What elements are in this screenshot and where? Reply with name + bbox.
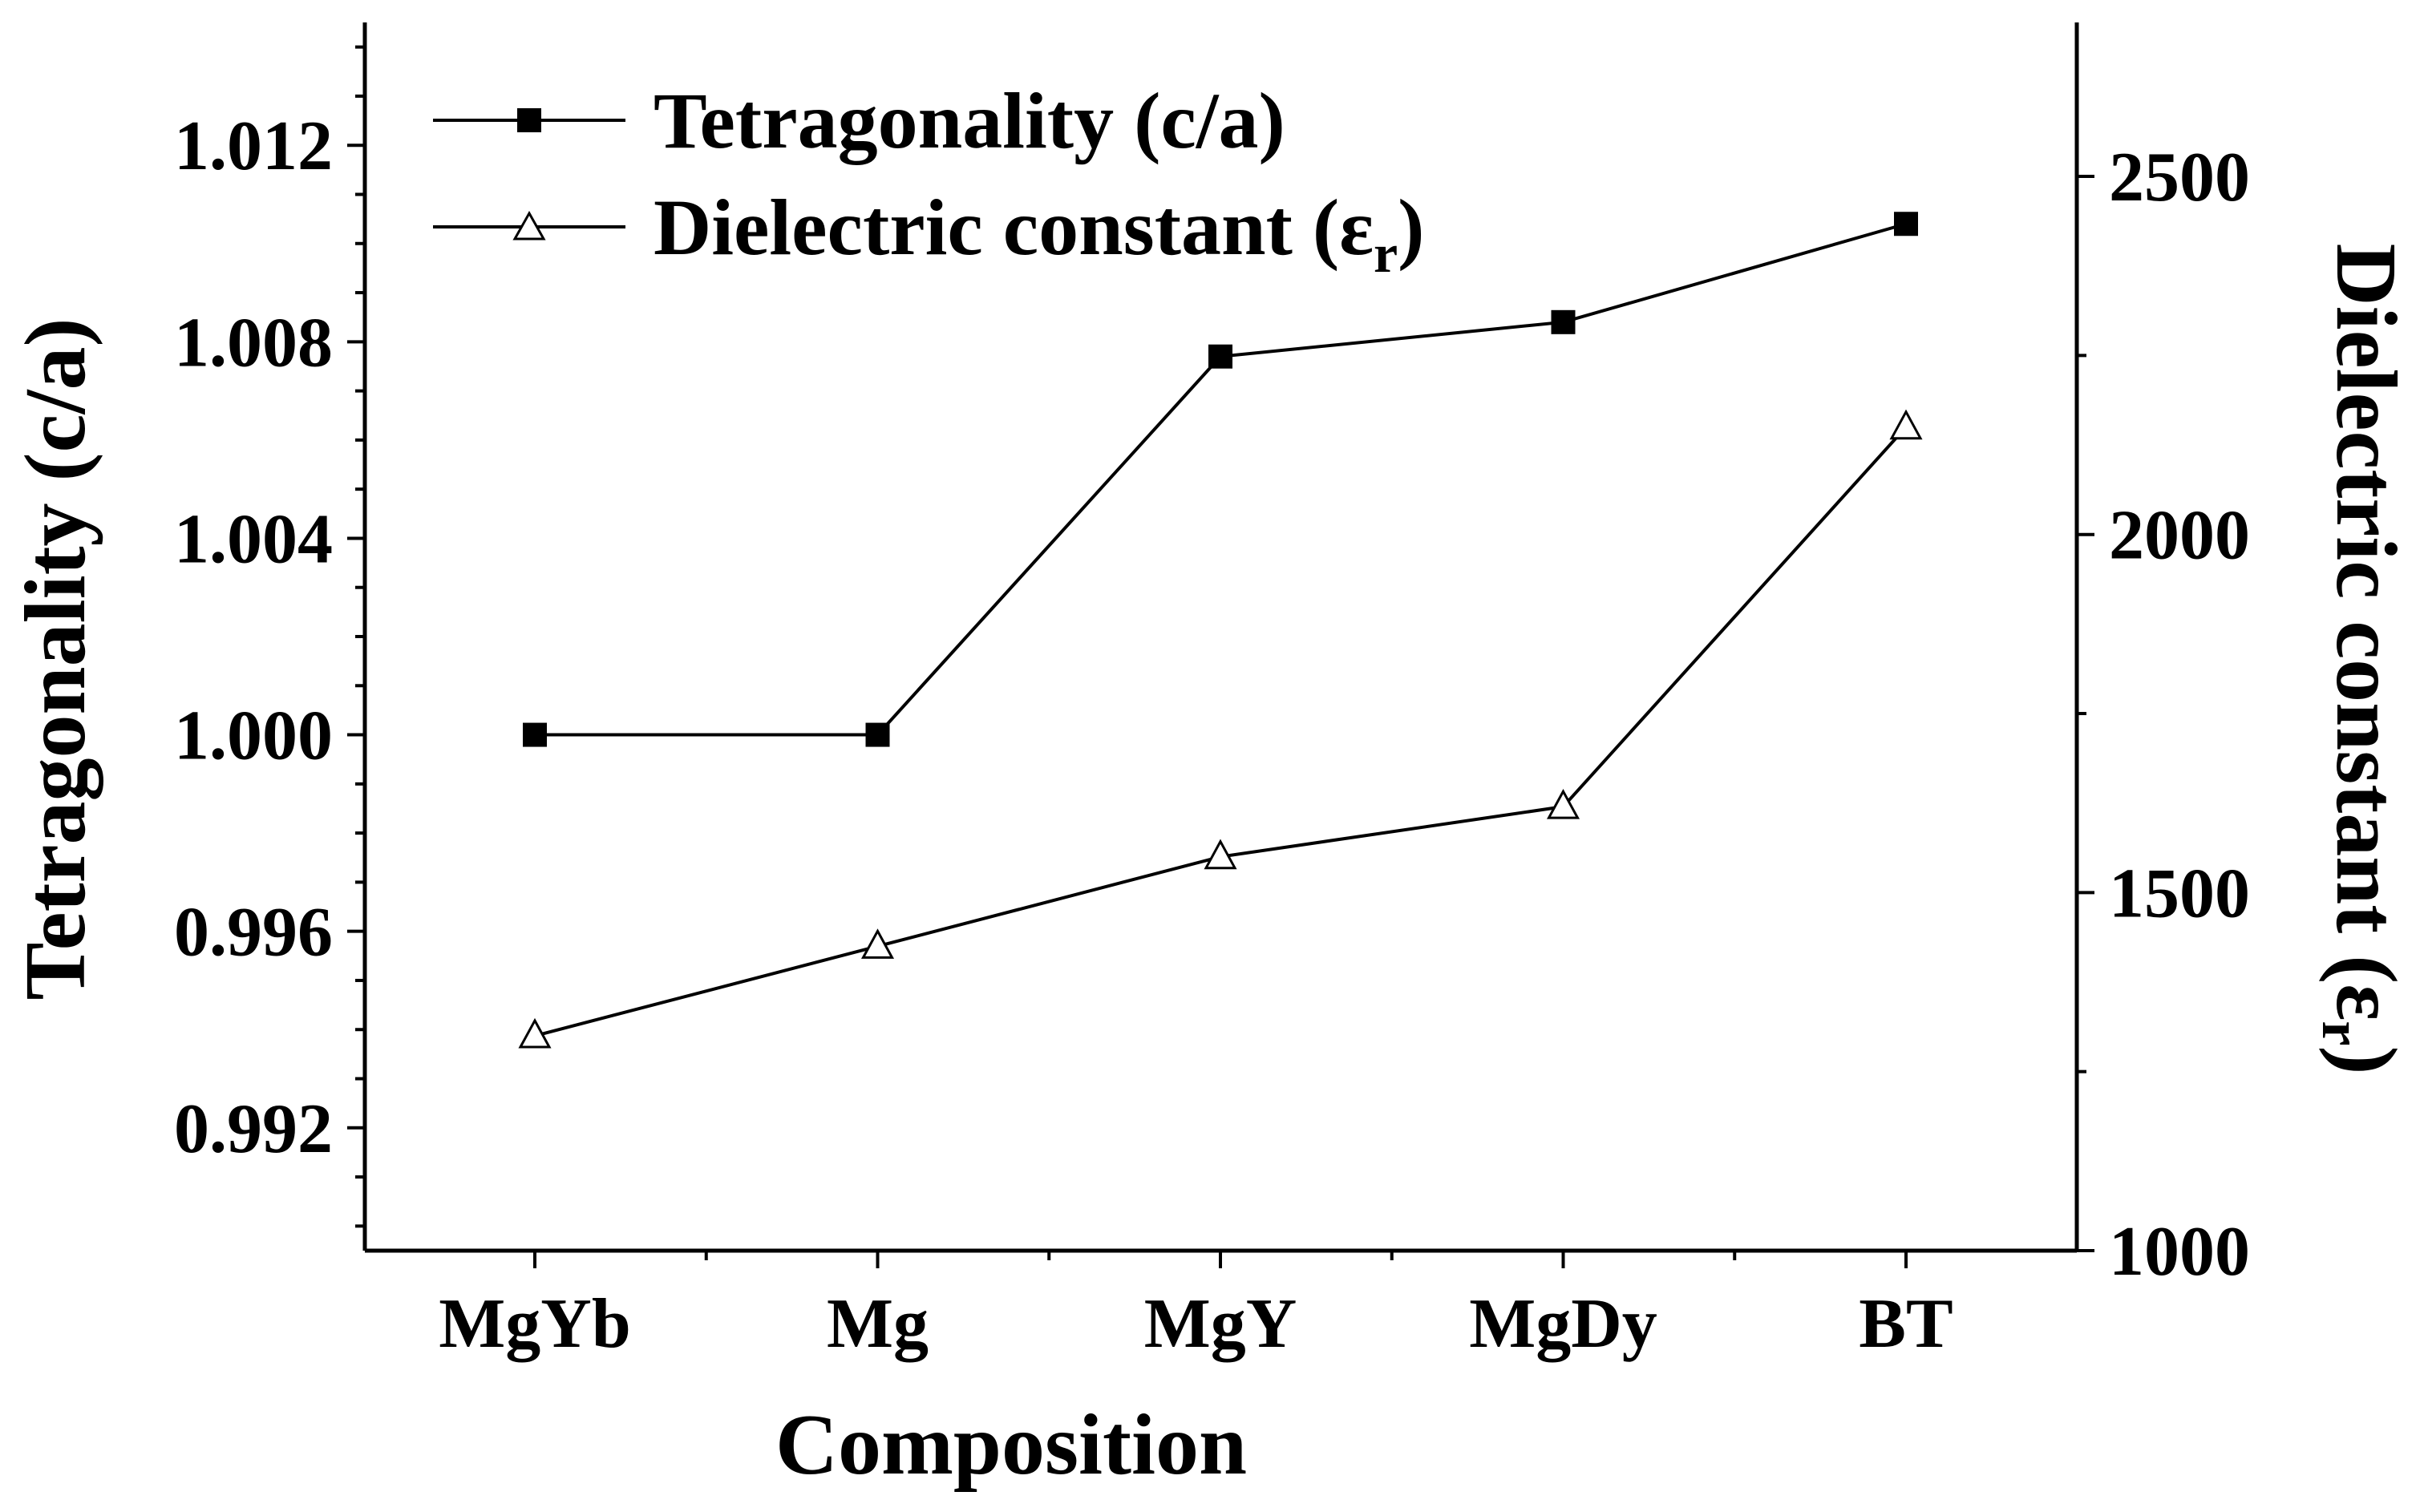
legend-label-tetragonality: Tetragonality (c/a) [654, 76, 1285, 165]
x-axis-title: Composition [775, 1397, 1247, 1493]
legend-label-dielectric-main: Dielectric constant (ε [654, 183, 1374, 272]
y-axis-title-right-main: Dielectric constant (ε [2318, 244, 2414, 1021]
y-left-tick-label: 0.992 [174, 1090, 333, 1168]
tetragonality-point [1208, 344, 1232, 369]
y-right-tick-label: 1000 [2109, 1213, 2250, 1291]
tetragonality-point [1551, 309, 1576, 334]
dielectric-point [860, 928, 895, 959]
y-right-tick-label: 2500 [2109, 139, 2250, 216]
legend-label-dielectric-sub: r [1374, 223, 1398, 284]
y-left-tick-label: 1.000 [174, 697, 333, 775]
dielectric-point [1546, 789, 1580, 819]
tetragonality-point [1894, 212, 1918, 237]
tetragonality-point [865, 722, 890, 747]
x-tick-label: MgDy [1469, 1285, 1657, 1363]
y-right-tick-label: 1500 [2109, 855, 2250, 932]
x-tick-label: Mg [827, 1285, 929, 1363]
ticks: 0.992 0.996 1.000 1.004 1.008 1.012 1000 1500 20… [174, 45, 2250, 1363]
y-left-tick-label: 1.004 [174, 500, 333, 578]
dielectric-point [518, 1017, 552, 1049]
y-axis-title-right-sub: r [2310, 1021, 2372, 1045]
y-left-tick-label: 1.012 [174, 107, 333, 185]
legend-label-dielectric: Dielectric constant (εr) [654, 183, 1424, 284]
y-axis-title-right-close: ) [2318, 1045, 2414, 1074]
dielectric-point [1889, 409, 1923, 440]
legend: Tetragonality (c/a) Dielectric constant … [433, 76, 1424, 284]
x-tick-label: MgY [1144, 1285, 1297, 1363]
y-right-tick-label: 2000 [2109, 497, 2250, 575]
y-left-tick-label: 1.008 [174, 304, 333, 382]
y-axis-title-right: Dielectric constant (εr) [2310, 244, 2414, 1075]
x-tick-label: BT [1859, 1285, 1953, 1363]
legend-marker-dielectric [512, 210, 546, 241]
tetragonality-point [523, 722, 547, 747]
legend-marker-tetragonality [517, 108, 541, 132]
y-left-tick-label: 0.996 [174, 894, 333, 972]
y-axis-title-left: Tetragonality (c/a) [8, 318, 103, 1001]
x-tick-label: MgYb [439, 1285, 631, 1363]
legend-label-dielectric-close: ) [1398, 183, 1424, 272]
dielectric-point [1204, 839, 1237, 870]
series [518, 212, 1923, 1049]
